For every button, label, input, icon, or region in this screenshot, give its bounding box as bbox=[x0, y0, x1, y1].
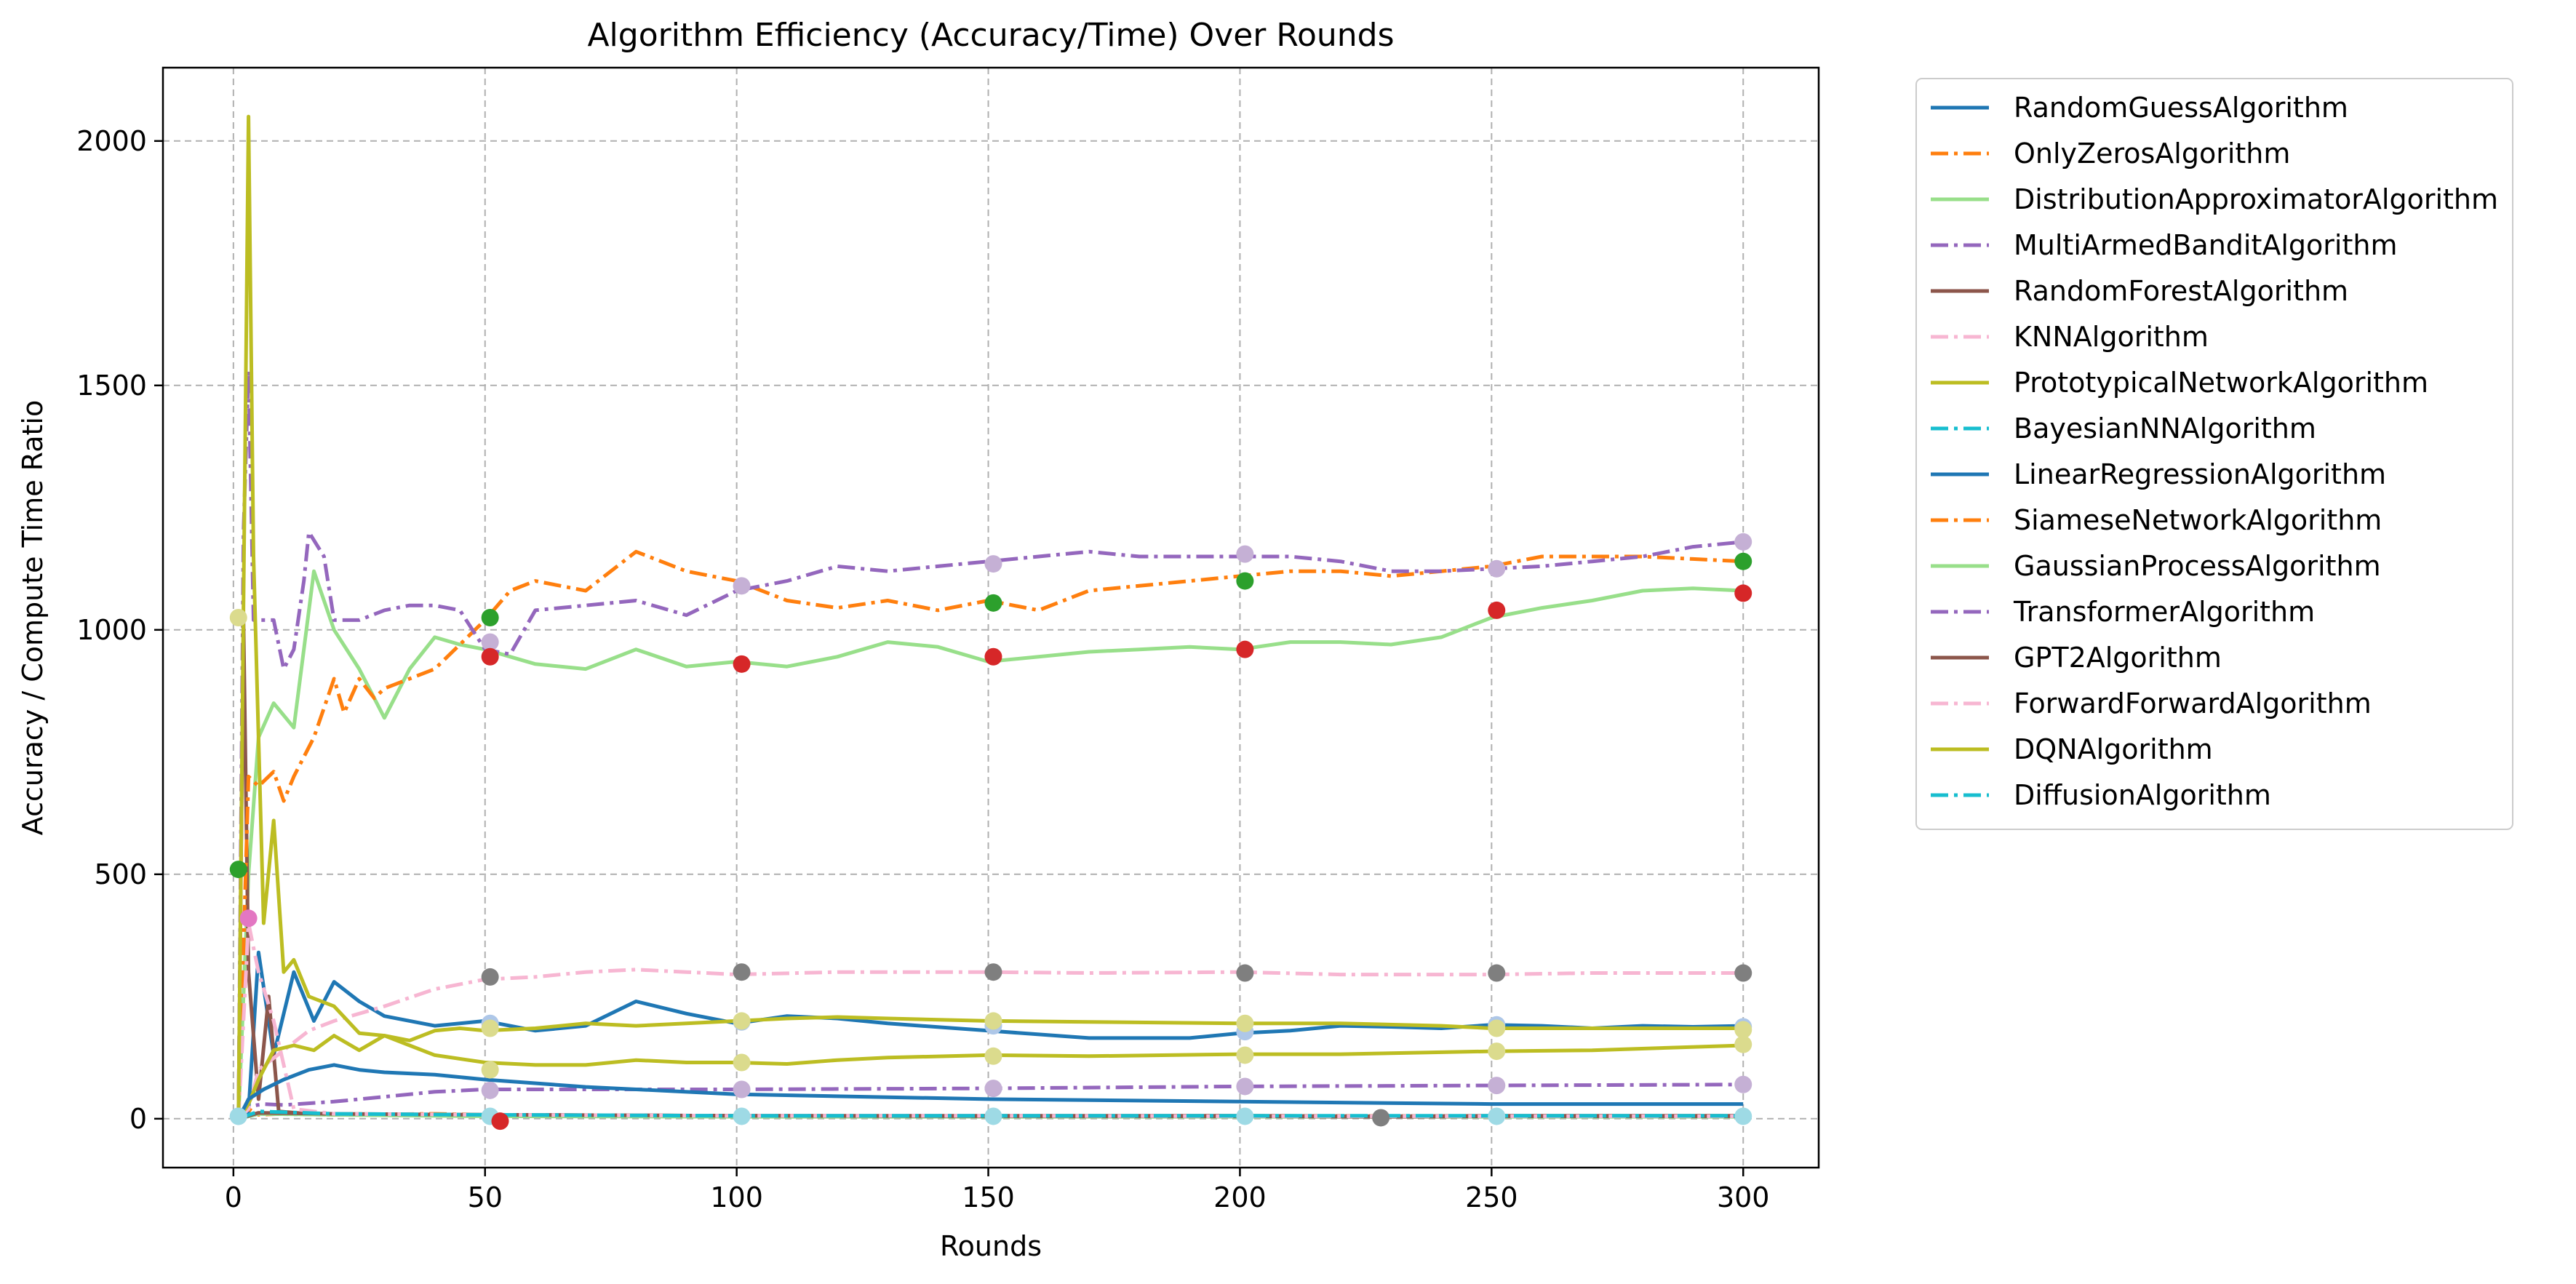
series-markers bbox=[229, 533, 1752, 1131]
y-tick-label: 0 bbox=[129, 1103, 147, 1135]
data-point-DQNAlgorithm bbox=[1236, 1014, 1254, 1032]
data-point-GaussianProcessAlgorithm bbox=[481, 609, 499, 626]
legend: RandomGuessAlgorithm OnlyZerosAlgorithm Di… bbox=[1915, 78, 2513, 830]
axis-ticks: 0 50 100 150 200 250 300 0 500 1000 1500 2000 bbox=[76, 125, 1769, 1213]
series-line-LinearRegressionAlgorithm bbox=[236, 1063, 1744, 1120]
data-point-GPT2Algorithm bbox=[733, 963, 751, 981]
x-tick-label: 100 bbox=[710, 1181, 763, 1213]
legend-label: TransformerAlgorithm bbox=[2013, 596, 2315, 628]
data-point-GaussianProcessAlgorithm bbox=[1734, 552, 1752, 570]
data-point-DQNAlgorithm bbox=[1488, 1019, 1506, 1037]
x-tick-label: 150 bbox=[962, 1181, 1015, 1213]
data-point-DiffusionAlgorithm bbox=[1236, 1107, 1254, 1125]
x-tick-label: 50 bbox=[468, 1181, 503, 1213]
data-point-DQNAlgorithm bbox=[481, 1019, 499, 1037]
data-point-TransformerAlgorithm bbox=[984, 555, 1002, 573]
series-line-TransformerAlgorithm bbox=[236, 369, 1744, 1119]
legend-label: DistributionApproximatorAlgorithm bbox=[2014, 183, 2498, 215]
data-point-extra bbox=[491, 1112, 509, 1131]
legend-label: BayesianNNAlgorithm bbox=[2014, 412, 2316, 444]
legend-label: RandomForestAlgorithm bbox=[2014, 275, 2348, 307]
data-point-DiffusionAlgorithm bbox=[229, 1107, 247, 1125]
data-point-PrototypicalNetworkAlgorithm bbox=[1236, 1046, 1254, 1064]
series-line-KNNAlgorithm bbox=[237, 968, 1744, 1120]
data-point-MultiArmedBanditAlgorithm bbox=[1236, 1077, 1254, 1096]
data-point-ForwardForwardAlgorithm bbox=[239, 909, 258, 928]
y-tick-label: 500 bbox=[94, 858, 147, 890]
data-point-TransformerAlgorithm bbox=[1488, 559, 1506, 578]
legend-label: LinearRegressionAlgorithm bbox=[2014, 458, 2386, 490]
legend-label: SiameseNetworkAlgorithm bbox=[2014, 504, 2382, 536]
x-tick-label: 200 bbox=[1213, 1181, 1267, 1213]
data-point-DQNAlgorithm bbox=[984, 1012, 1002, 1030]
data-point-PrototypicalNetworkAlgorithm bbox=[481, 1061, 499, 1079]
legend-label: GPT2Algorithm bbox=[2014, 642, 2222, 674]
data-point-MultiArmedBanditAlgorithm bbox=[984, 1080, 1002, 1098]
legend-label: DQNAlgorithm bbox=[2014, 733, 2213, 765]
data-point-TransformerAlgorithm bbox=[481, 633, 499, 651]
data-point-GPT2Algorithm bbox=[1236, 964, 1254, 982]
legend-label: DiffusionAlgorithm bbox=[2014, 779, 2271, 811]
y-axis-label: Accuracy / Compute Time Ratio bbox=[17, 400, 49, 835]
data-point-TransformerAlgorithm bbox=[1236, 545, 1254, 563]
y-tick-label: 1500 bbox=[76, 370, 147, 402]
legend-label: GaussianProcessAlgorithm bbox=[2014, 550, 2381, 582]
x-tick-label: 0 bbox=[225, 1181, 242, 1213]
x-axis-label: Rounds bbox=[940, 1230, 1042, 1262]
data-point-PrototypicalNetworkAlgorithm bbox=[1734, 1035, 1752, 1053]
data-point-MultiArmedBanditAlgorithm bbox=[481, 1081, 499, 1099]
plot-frame bbox=[162, 66, 1820, 1169]
data-point-DiffusionAlgorithm bbox=[1734, 1107, 1752, 1125]
data-point-extra bbox=[733, 655, 751, 673]
data-point-extra bbox=[984, 647, 1002, 666]
data-point-GaussianProcessAlgorithm bbox=[984, 594, 1002, 612]
legend-label: KNNAlgorithm bbox=[2014, 321, 2209, 353]
data-point-DQNAlgorithm bbox=[1734, 1021, 1752, 1039]
data-point-GPT2Algorithm bbox=[984, 963, 1002, 981]
data-point-extra bbox=[1488, 601, 1506, 619]
data-point-PrototypicalNetworkAlgorithm bbox=[733, 1053, 751, 1072]
legend-label: RandomGuessAlgorithm bbox=[2014, 92, 2348, 124]
legend-box bbox=[1915, 78, 2513, 830]
y-tick-label: 2000 bbox=[76, 125, 147, 157]
data-point-GPT2Algorithm bbox=[1734, 964, 1752, 982]
data-point-PrototypicalNetworkAlgorithm bbox=[1488, 1042, 1506, 1061]
legend-label: MultiArmedBanditAlgorithm bbox=[2014, 229, 2397, 261]
data-point-TransformerAlgorithm bbox=[1734, 533, 1752, 551]
x-tick-label: 250 bbox=[1465, 1181, 1518, 1213]
series-line-DQNAlgorithm bbox=[236, 114, 1744, 1119]
legend-label: PrototypicalNetworkAlgorithm bbox=[2014, 367, 2428, 399]
data-point-MultiArmedBanditAlgorithm bbox=[1734, 1075, 1752, 1093]
legend-label: ForwardForwardAlgorithm bbox=[2014, 687, 2372, 719]
data-point-GaussianProcessAlgorithm bbox=[1236, 572, 1254, 590]
series-line-DistributionApproximatorAlgorithm bbox=[236, 569, 1744, 1119]
data-point-extra bbox=[1734, 584, 1752, 602]
data-point-GPT2Algorithm bbox=[1488, 964, 1506, 982]
data-point-DiffusionAlgorithm bbox=[1488, 1107, 1506, 1125]
series-line-PrototypicalNetworkAlgorithm bbox=[236, 1034, 1744, 1120]
data-point-DQNAlgorithm bbox=[229, 609, 247, 626]
series-line-SiameseNetworkAlgorithm bbox=[236, 549, 1744, 1119]
data-point-MultiArmedBanditAlgorithm bbox=[733, 1080, 751, 1098]
data-point-GPT2Algorithm bbox=[1372, 1109, 1390, 1127]
y-tick-label: 1000 bbox=[76, 614, 147, 646]
data-point-GPT2Algorithm bbox=[481, 968, 499, 986]
data-point-extra bbox=[481, 647, 499, 666]
data-point-DQNAlgorithm bbox=[733, 1012, 751, 1030]
chart-title: Algorithm Efficiency (Accuracy/Time) Ove… bbox=[587, 17, 1394, 54]
data-point-extra bbox=[1236, 640, 1254, 658]
data-point-PrototypicalNetworkAlgorithm bbox=[984, 1047, 1002, 1065]
data-point-GaussianProcessAlgorithm bbox=[229, 861, 247, 879]
data-point-DiffusionAlgorithm bbox=[984, 1107, 1002, 1125]
data-point-MultiArmedBanditAlgorithm bbox=[1488, 1077, 1506, 1095]
x-tick-label: 300 bbox=[1717, 1181, 1770, 1213]
data-point-DiffusionAlgorithm bbox=[733, 1107, 751, 1125]
data-point-TransformerAlgorithm bbox=[733, 577, 751, 595]
legend-label: OnlyZerosAlgorithm bbox=[2014, 137, 2290, 170]
